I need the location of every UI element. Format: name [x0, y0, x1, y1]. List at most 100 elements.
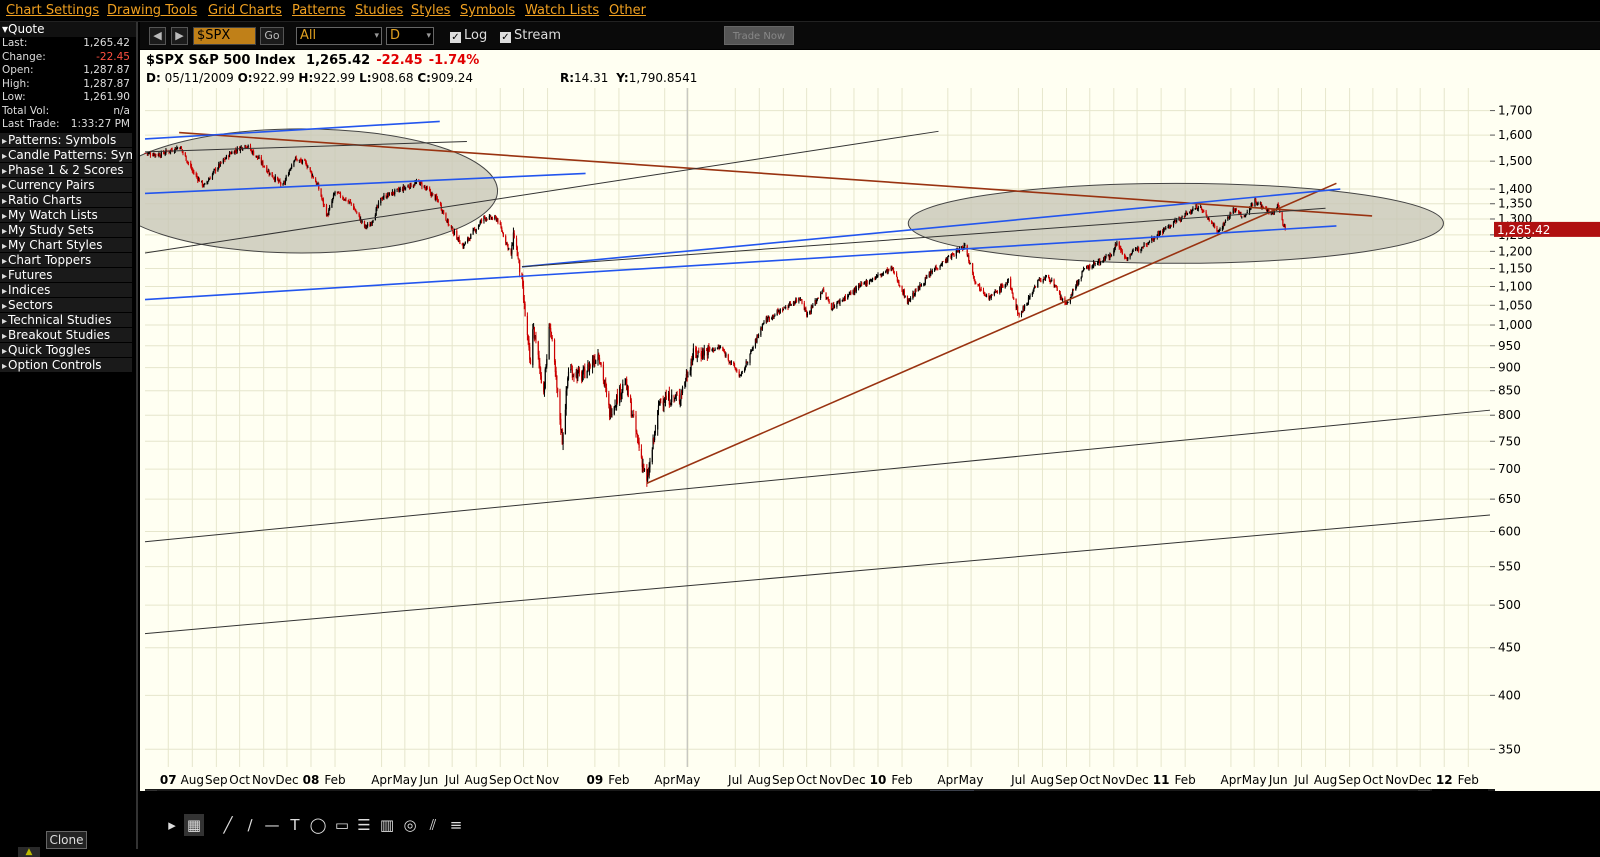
trend-line[interactable] [179, 131, 1373, 217]
menu-drawing-tools[interactable]: Drawing Tools [107, 3, 198, 18]
candle-down [439, 202, 442, 206]
trend-line[interactable] [521, 188, 1341, 268]
candle-up [774, 314, 776, 317]
trend-line[interactable] [144, 130, 939, 254]
zoom-in-icon[interactable]: ⊕ [1438, 789, 1447, 791]
spiral-icon[interactable]: ◎ [403, 816, 417, 834]
candle-up [658, 404, 660, 406]
candle-down [1010, 288, 1013, 290]
horizontal-scrollbar[interactable] [145, 789, 1495, 791]
range-select[interactable]: All ▾ [296, 27, 382, 45]
candle-down [1055, 285, 1057, 287]
quote-header[interactable]: ▾Quote [0, 22, 136, 37]
speed-lines-icon[interactable]: ≡ [449, 816, 463, 834]
sidebar-item-quick-toggles[interactable]: Quick Toggles [0, 341, 132, 357]
trend-line[interactable] [144, 172, 586, 195]
back-button[interactable]: ◀ [149, 27, 166, 45]
period-value: D [390, 28, 401, 43]
fibonacci-icon[interactable]: ☰ [357, 816, 371, 834]
y-tick-label: 1,700 [1498, 104, 1532, 118]
ellipse-icon[interactable]: ◯ [309, 816, 327, 834]
menu-studies[interactable]: Studies [355, 3, 404, 18]
horizontal-line-icon[interactable]: — [264, 816, 280, 834]
chart-plot[interactable]: 1,7001,6001,5001,4001,3501,3001,2501,200… [140, 50, 1600, 791]
trend-line[interactable] [144, 514, 1491, 635]
candle-up [776, 310, 778, 316]
candle-up [643, 468, 646, 471]
sidebar-item-my-watch-lists[interactable]: My Watch Lists [0, 206, 132, 222]
sidebar-item-indices[interactable]: Indices [0, 281, 132, 297]
candle-down [163, 151, 165, 154]
period-select[interactable]: D ▾ [386, 27, 434, 45]
menu-patterns[interactable]: Patterns [292, 3, 346, 18]
menu-chart-settings[interactable]: Chart Settings [6, 3, 100, 18]
candle-up [855, 287, 857, 292]
candle-up [261, 161, 263, 164]
candle-up [394, 189, 396, 195]
candle-up [762, 322, 764, 325]
candle-up [1259, 202, 1262, 204]
candle-up [372, 220, 374, 222]
trade-now-button[interactable]: Trade Now [724, 26, 794, 45]
zoom-out-icon[interactable]: ⊖ [1460, 789, 1469, 791]
candle-up [648, 466, 650, 476]
sidebar-item-sectors[interactable]: Sectors [0, 296, 132, 312]
scroll-right-button[interactable] [1418, 790, 1430, 791]
sidebar-item-phase-1-2-scores[interactable]: Phase 1 & 2 Scores [0, 161, 132, 177]
forward-button[interactable]: ▶ [171, 27, 188, 45]
scrollbar-thumb[interactable] [930, 790, 974, 791]
sidebar-item-ratio-charts[interactable]: Ratio Charts [0, 191, 132, 207]
sidebar-item-breakout-studies[interactable]: Breakout Studies [0, 326, 132, 342]
log-checkbox[interactable]: ✓ Log [450, 28, 487, 43]
sidebar-item-currency-pairs[interactable]: Currency Pairs [0, 176, 132, 192]
pitchfork-icon[interactable]: ⫽ [429, 816, 437, 834]
trend-line[interactable] [521, 207, 1326, 268]
candle-up [741, 371, 743, 373]
trend-line[interactable] [144, 120, 440, 140]
trend-line[interactable] [144, 140, 467, 153]
gann-fan-icon[interactable]: ▥ [379, 816, 395, 834]
candle-down [957, 250, 959, 251]
trend-line[interactable] [144, 409, 1491, 543]
y-tick-label: 1,100 [1498, 280, 1532, 294]
line-icon[interactable]: ∕ [247, 816, 253, 834]
sidebar-item-technical-studies[interactable]: Technical Studies [0, 311, 132, 327]
candle-down [535, 335, 537, 341]
text-icon[interactable]: T [290, 816, 300, 834]
scroll-left-button[interactable] [145, 790, 157, 791]
sidebar-item-my-study-sets[interactable]: My Study Sets [0, 221, 132, 237]
stream-checkbox[interactable]: ✓ Stream [500, 28, 561, 43]
sidebar-item-candle-patterns-symb[interactable]: Candle Patterns: Symb [0, 146, 132, 162]
pointer-icon[interactable]: ▸ [168, 816, 176, 834]
trend-line[interactable] [144, 225, 1337, 301]
sidebar-item-patterns-symbols[interactable]: Patterns: Symbols [0, 131, 132, 147]
sidebar-item-chart-toppers[interactable]: Chart Toppers [0, 251, 132, 267]
candle-up [806, 313, 809, 316]
price-chart[interactable]: 1,7001,6001,5001,4001,3501,3001,2501,200… [140, 50, 1600, 791]
menu-other[interactable]: Other [609, 3, 646, 18]
candle-up [148, 152, 150, 154]
sidebar-item-option-controls[interactable]: Option Controls [0, 356, 132, 372]
sidebar-item-my-chart-styles[interactable]: My Chart Styles [0, 236, 132, 252]
candle-up [914, 289, 916, 296]
candle-up [1283, 225, 1286, 227]
candle-up [697, 351, 699, 355]
candle-down [1281, 212, 1283, 220]
pencil-icon[interactable]: ╱ [223, 816, 233, 834]
menu-styles[interactable]: Styles [411, 3, 451, 18]
menu-symbols[interactable]: Symbols [460, 3, 516, 18]
clone-button[interactable]: Clone [46, 831, 87, 849]
sidebar-item-futures[interactable]: Futures [0, 266, 132, 282]
candle-down [1048, 275, 1050, 278]
candle-down [413, 185, 415, 187]
go-button[interactable]: Go [260, 27, 284, 45]
candle-down [518, 258, 520, 260]
candle-down [982, 290, 985, 294]
menu-watch-lists[interactable]: Watch Lists [525, 3, 600, 18]
select-icon[interactable]: ▦ [184, 814, 204, 836]
rectangle-icon[interactable]: ▭ [334, 816, 350, 834]
candle-down [168, 151, 170, 153]
menu-grid-charts[interactable]: Grid Charts [208, 3, 282, 18]
symbol-input[interactable]: $SPX [193, 27, 256, 45]
candle-down [517, 256, 519, 258]
